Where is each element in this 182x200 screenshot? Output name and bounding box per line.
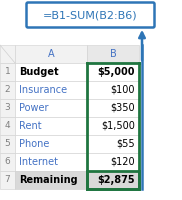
Bar: [0, 117, 15, 135]
Bar: [15, 117, 87, 135]
Bar: [15, 99, 87, 117]
Bar: [15, 45, 87, 63]
Text: Budget: Budget: [19, 67, 59, 77]
Text: $120: $120: [110, 157, 135, 167]
Bar: [87, 81, 139, 99]
Text: 2: 2: [5, 86, 10, 95]
Text: Phone: Phone: [19, 139, 49, 149]
Bar: [87, 63, 139, 81]
Bar: [87, 171, 139, 189]
Text: $350: $350: [110, 103, 135, 113]
Text: 4: 4: [5, 121, 10, 130]
Bar: [87, 135, 139, 153]
Bar: [0, 135, 15, 153]
Text: $55: $55: [116, 139, 135, 149]
Text: $100: $100: [110, 85, 135, 95]
Bar: [15, 171, 87, 189]
Bar: [87, 117, 139, 135]
Bar: [87, 99, 139, 117]
Text: 1: 1: [5, 68, 10, 76]
Text: =B1-SUM(B2:B6): =B1-SUM(B2:B6): [43, 10, 138, 20]
Bar: [87, 153, 139, 171]
FancyBboxPatch shape: [27, 2, 155, 27]
Bar: [0, 81, 15, 99]
Text: B: B: [110, 49, 116, 59]
Text: A: A: [48, 49, 54, 59]
Text: Remaining: Remaining: [19, 175, 78, 185]
Text: $1,500: $1,500: [101, 121, 135, 131]
Bar: [87, 45, 139, 63]
Text: 6: 6: [5, 158, 10, 166]
Text: 5: 5: [5, 140, 10, 148]
Bar: [15, 63, 87, 81]
Text: Rent: Rent: [19, 121, 42, 131]
Text: $2,875: $2,875: [97, 175, 135, 185]
Text: $5,000: $5,000: [98, 67, 135, 77]
Bar: [0, 63, 15, 81]
Bar: [15, 153, 87, 171]
Text: Internet: Internet: [19, 157, 58, 167]
Bar: [0, 99, 15, 117]
Bar: [15, 135, 87, 153]
Bar: [0, 153, 15, 171]
Text: Power: Power: [19, 103, 48, 113]
Text: 7: 7: [5, 176, 10, 184]
Bar: [0, 171, 15, 189]
Text: Insurance: Insurance: [19, 85, 67, 95]
Bar: [15, 81, 87, 99]
Bar: [0, 45, 15, 63]
Text: 3: 3: [5, 104, 10, 112]
